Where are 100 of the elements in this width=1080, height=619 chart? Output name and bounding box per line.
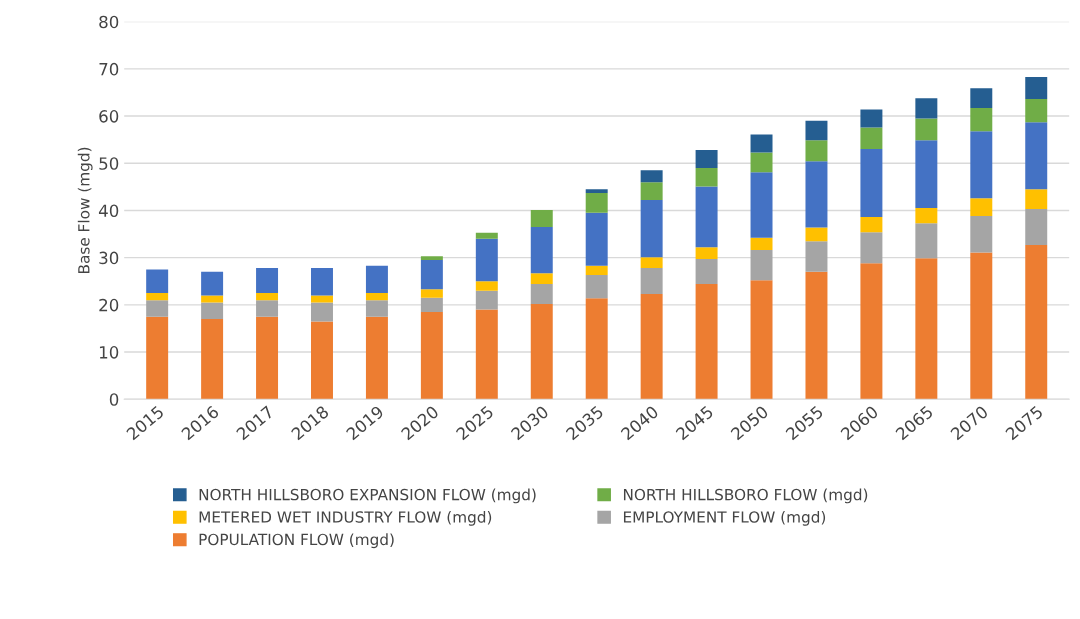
bar <box>1025 209 1048 245</box>
bar <box>256 268 279 294</box>
bar <box>695 186 718 248</box>
bar <box>1025 189 1048 210</box>
bar <box>970 198 993 217</box>
bar <box>146 293 169 301</box>
bar <box>750 152 773 173</box>
y-tick-label: 30 <box>99 251 119 265</box>
bar <box>475 309 498 400</box>
bar <box>585 193 608 213</box>
bar <box>970 252 993 400</box>
bar <box>640 170 663 183</box>
y-tick-label: 20 <box>99 298 119 312</box>
bar <box>970 88 993 109</box>
bar <box>311 268 333 296</box>
bar <box>915 258 938 400</box>
bar <box>1025 244 1048 400</box>
bar <box>640 182 663 201</box>
bar <box>915 223 938 259</box>
bar <box>311 302 333 322</box>
bar <box>365 316 388 400</box>
bar <box>860 217 883 233</box>
bar <box>970 131 993 199</box>
bar <box>585 275 608 299</box>
bar <box>805 140 828 162</box>
y-tick-label: 0 <box>109 393 119 406</box>
bar <box>201 319 224 400</box>
bar <box>365 293 388 301</box>
bar <box>585 189 608 193</box>
bar <box>256 293 279 301</box>
bar <box>311 295 333 303</box>
bar <box>420 256 443 261</box>
bar <box>750 250 773 281</box>
bar <box>915 118 938 141</box>
legend-label: NORTH HILLSBORO EXPANSION FLOW (mgd) <box>199 488 536 504</box>
legend-label: EMPLOYMENT FLOW (mgd) <box>623 510 826 526</box>
bar <box>530 303 553 400</box>
bar <box>860 263 883 400</box>
bar <box>256 300 279 317</box>
bar <box>530 284 553 304</box>
bar <box>805 271 828 400</box>
bar <box>201 271 224 296</box>
bar <box>805 241 828 272</box>
bar <box>365 300 388 317</box>
bar <box>915 140 938 209</box>
bar <box>640 257 663 269</box>
y-tick-label: 80 <box>99 15 119 29</box>
bar <box>805 120 828 141</box>
legend-label: POPULATION FLOW (mgd) <box>199 533 394 549</box>
bar <box>420 311 443 400</box>
bar <box>695 247 718 260</box>
bar <box>256 316 279 400</box>
bar <box>970 216 993 253</box>
bar <box>750 134 773 153</box>
bar <box>695 150 718 168</box>
bar <box>695 259 718 285</box>
bar <box>805 227 828 242</box>
bar <box>311 321 333 400</box>
bar <box>1025 122 1048 190</box>
bar <box>146 316 169 400</box>
bar <box>475 290 498 310</box>
legend-label: METERED WET INDUSTRY FLOW (mgd) <box>199 510 492 526</box>
bar <box>585 265 608 276</box>
bar <box>475 232 498 239</box>
y-tick-label: 50 <box>99 157 119 170</box>
bar <box>805 161 828 228</box>
legend-label: NORTH HILLSBORO FLOW (mgd) <box>623 488 868 504</box>
bar <box>420 297 443 312</box>
bar <box>860 149 883 218</box>
bar <box>695 284 718 400</box>
y-tick-label: 70 <box>99 62 119 76</box>
bar <box>860 127 883 150</box>
bar <box>201 302 224 320</box>
bar <box>530 209 553 227</box>
bar <box>530 273 553 285</box>
bar <box>420 260 443 290</box>
bar <box>530 226 553 274</box>
bar <box>860 232 883 264</box>
bar <box>1025 76 1048 100</box>
bar <box>585 298 608 400</box>
bar <box>915 98 938 119</box>
bar <box>420 289 443 298</box>
y-axis-title: Base Flow (mgd) <box>77 147 93 273</box>
bar <box>146 269 169 294</box>
bar <box>365 265 388 294</box>
bar <box>750 280 773 400</box>
bar <box>860 109 883 128</box>
bar <box>475 238 498 282</box>
bar <box>640 200 663 258</box>
bar <box>750 172 773 238</box>
bar <box>640 268 663 294</box>
bar <box>640 294 663 400</box>
y-tick-label: 60 <box>99 110 119 123</box>
bar <box>1025 99 1048 123</box>
bar <box>475 281 498 291</box>
bar <box>585 212 608 266</box>
y-tick-label: 40 <box>98 204 119 218</box>
bar <box>970 108 993 132</box>
bar <box>201 295 224 303</box>
bar <box>915 208 938 224</box>
